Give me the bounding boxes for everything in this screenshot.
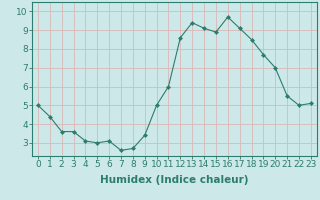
X-axis label: Humidex (Indice chaleur): Humidex (Indice chaleur) [100, 175, 249, 185]
